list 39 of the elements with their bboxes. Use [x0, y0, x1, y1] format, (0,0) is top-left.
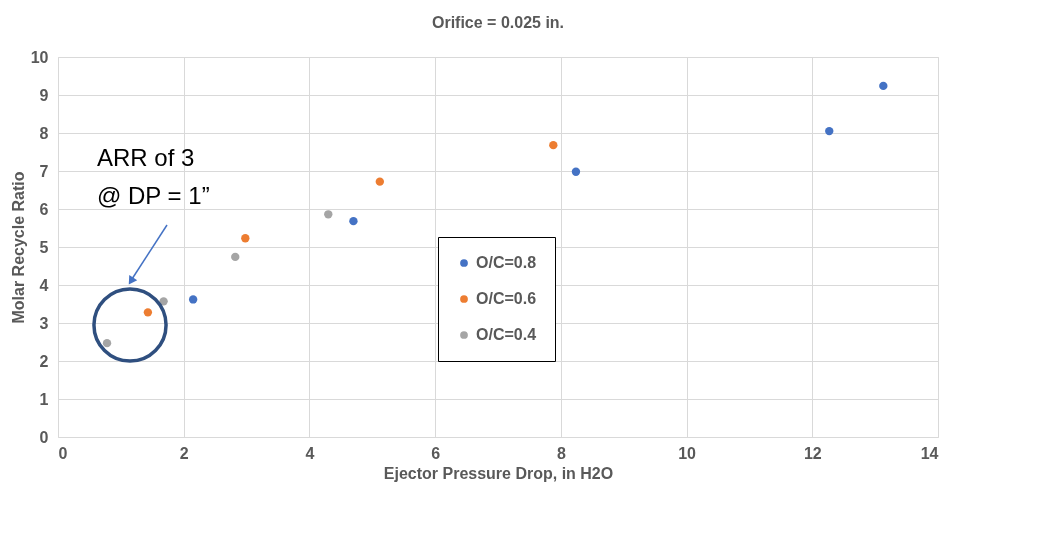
y-tick-label: 1 [39, 390, 49, 408]
x-tick-label: 2 [179, 444, 189, 462]
point [231, 252, 240, 262]
point [879, 81, 888, 91]
y-tick-label: 7 [39, 162, 49, 180]
point [825, 126, 834, 136]
x-tick-label: 6 [431, 444, 441, 462]
point [349, 216, 358, 226]
x-tick-label: 8 [556, 444, 566, 462]
legend-label: O/C=0.8 [476, 254, 537, 271]
x-tick-label: 12 [803, 444, 822, 462]
point [571, 167, 581, 176]
y-tick-label: 2 [39, 352, 49, 370]
x-tick-label: 0 [58, 444, 68, 462]
y-tick-label: 6 [39, 200, 49, 218]
legend-label: O/C=0.6 [476, 290, 537, 307]
x-tick-label: 14 [920, 444, 939, 462]
chart-title: Orifice = 0.025 in. [431, 14, 565, 31]
point [375, 177, 385, 186]
annotation: ARR of 3 @ DP = 1” [97, 144, 210, 209]
legend-label: O/C=0.4 [476, 326, 537, 343]
point [241, 234, 250, 243]
x-tick-label: 4 [305, 444, 315, 462]
point [143, 308, 153, 317]
point [102, 338, 112, 348]
y-tick-label: 0 [39, 428, 49, 446]
point [549, 140, 558, 150]
y-axis-title: Molar Recycle Ratio [9, 171, 27, 324]
point [188, 295, 198, 304]
y-tick-label: 5 [39, 238, 49, 256]
y-tick-label: 8 [39, 124, 49, 142]
y-tick-label: 4 [39, 276, 49, 294]
y-tick-label: 3 [39, 314, 49, 332]
point [159, 297, 168, 306]
y-tick-label: 9 [39, 86, 49, 104]
x-tick-label: 10 [678, 444, 697, 462]
y-tick-label: 10 [30, 48, 49, 66]
x-axis-title: Ejector Pressure Drop, in H2O [383, 464, 614, 482]
point [324, 210, 333, 219]
